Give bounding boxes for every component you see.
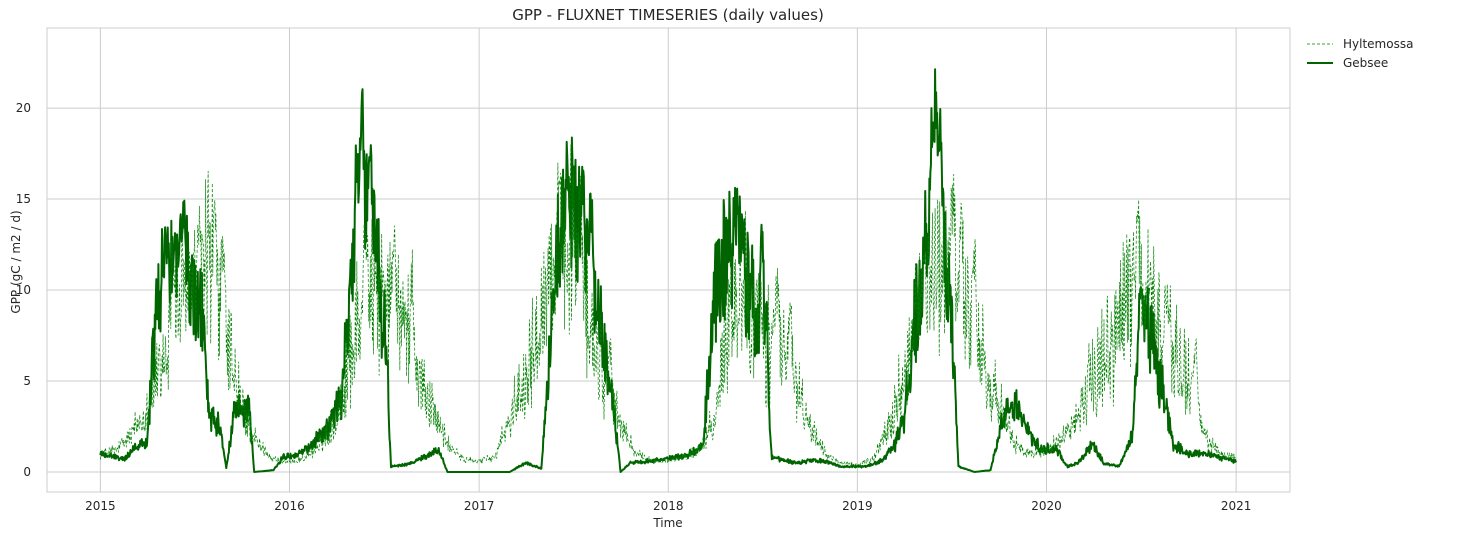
y-tick-label: 10 (16, 283, 31, 297)
x-tick-label: 2021 (1221, 499, 1252, 513)
legend-label-hyltemossa: Hyltemossa (1343, 37, 1413, 51)
series-layer (99, 68, 1238, 473)
x-tick-label: 2018 (653, 499, 684, 513)
y-axis-label: GPP (gC / m2 / d) (9, 210, 23, 313)
tick-layer: 2015 2016 2017 2018 2019 2020 2021 0 5 10 15 20 (16, 101, 1252, 513)
y-tick-label: 15 (16, 192, 31, 206)
legend: Hyltemossa Gebsee (1307, 37, 1413, 70)
series-line-hyltemossa (100, 144, 1237, 467)
grid-layer (47, 28, 1290, 492)
legend-label-gebsee: Gebsee (1343, 56, 1388, 70)
y-tick-label: 0 (23, 465, 31, 479)
x-tick-label: 2019 (842, 499, 873, 513)
x-tick-label: 2016 (274, 499, 305, 513)
chart-title: GPP - FLUXNET TIMESERIES (daily values) (512, 6, 824, 24)
plot-frame (46, 27, 1291, 493)
x-tick-label: 2017 (464, 499, 495, 513)
x-axis-label: Time (652, 516, 682, 530)
series-line-gebsee (99, 68, 1238, 473)
x-tick-label: 2020 (1031, 499, 1062, 513)
x-tick-label: 2015 (85, 499, 116, 513)
y-tick-label: 20 (16, 101, 31, 115)
y-tick-label: 5 (23, 374, 31, 388)
